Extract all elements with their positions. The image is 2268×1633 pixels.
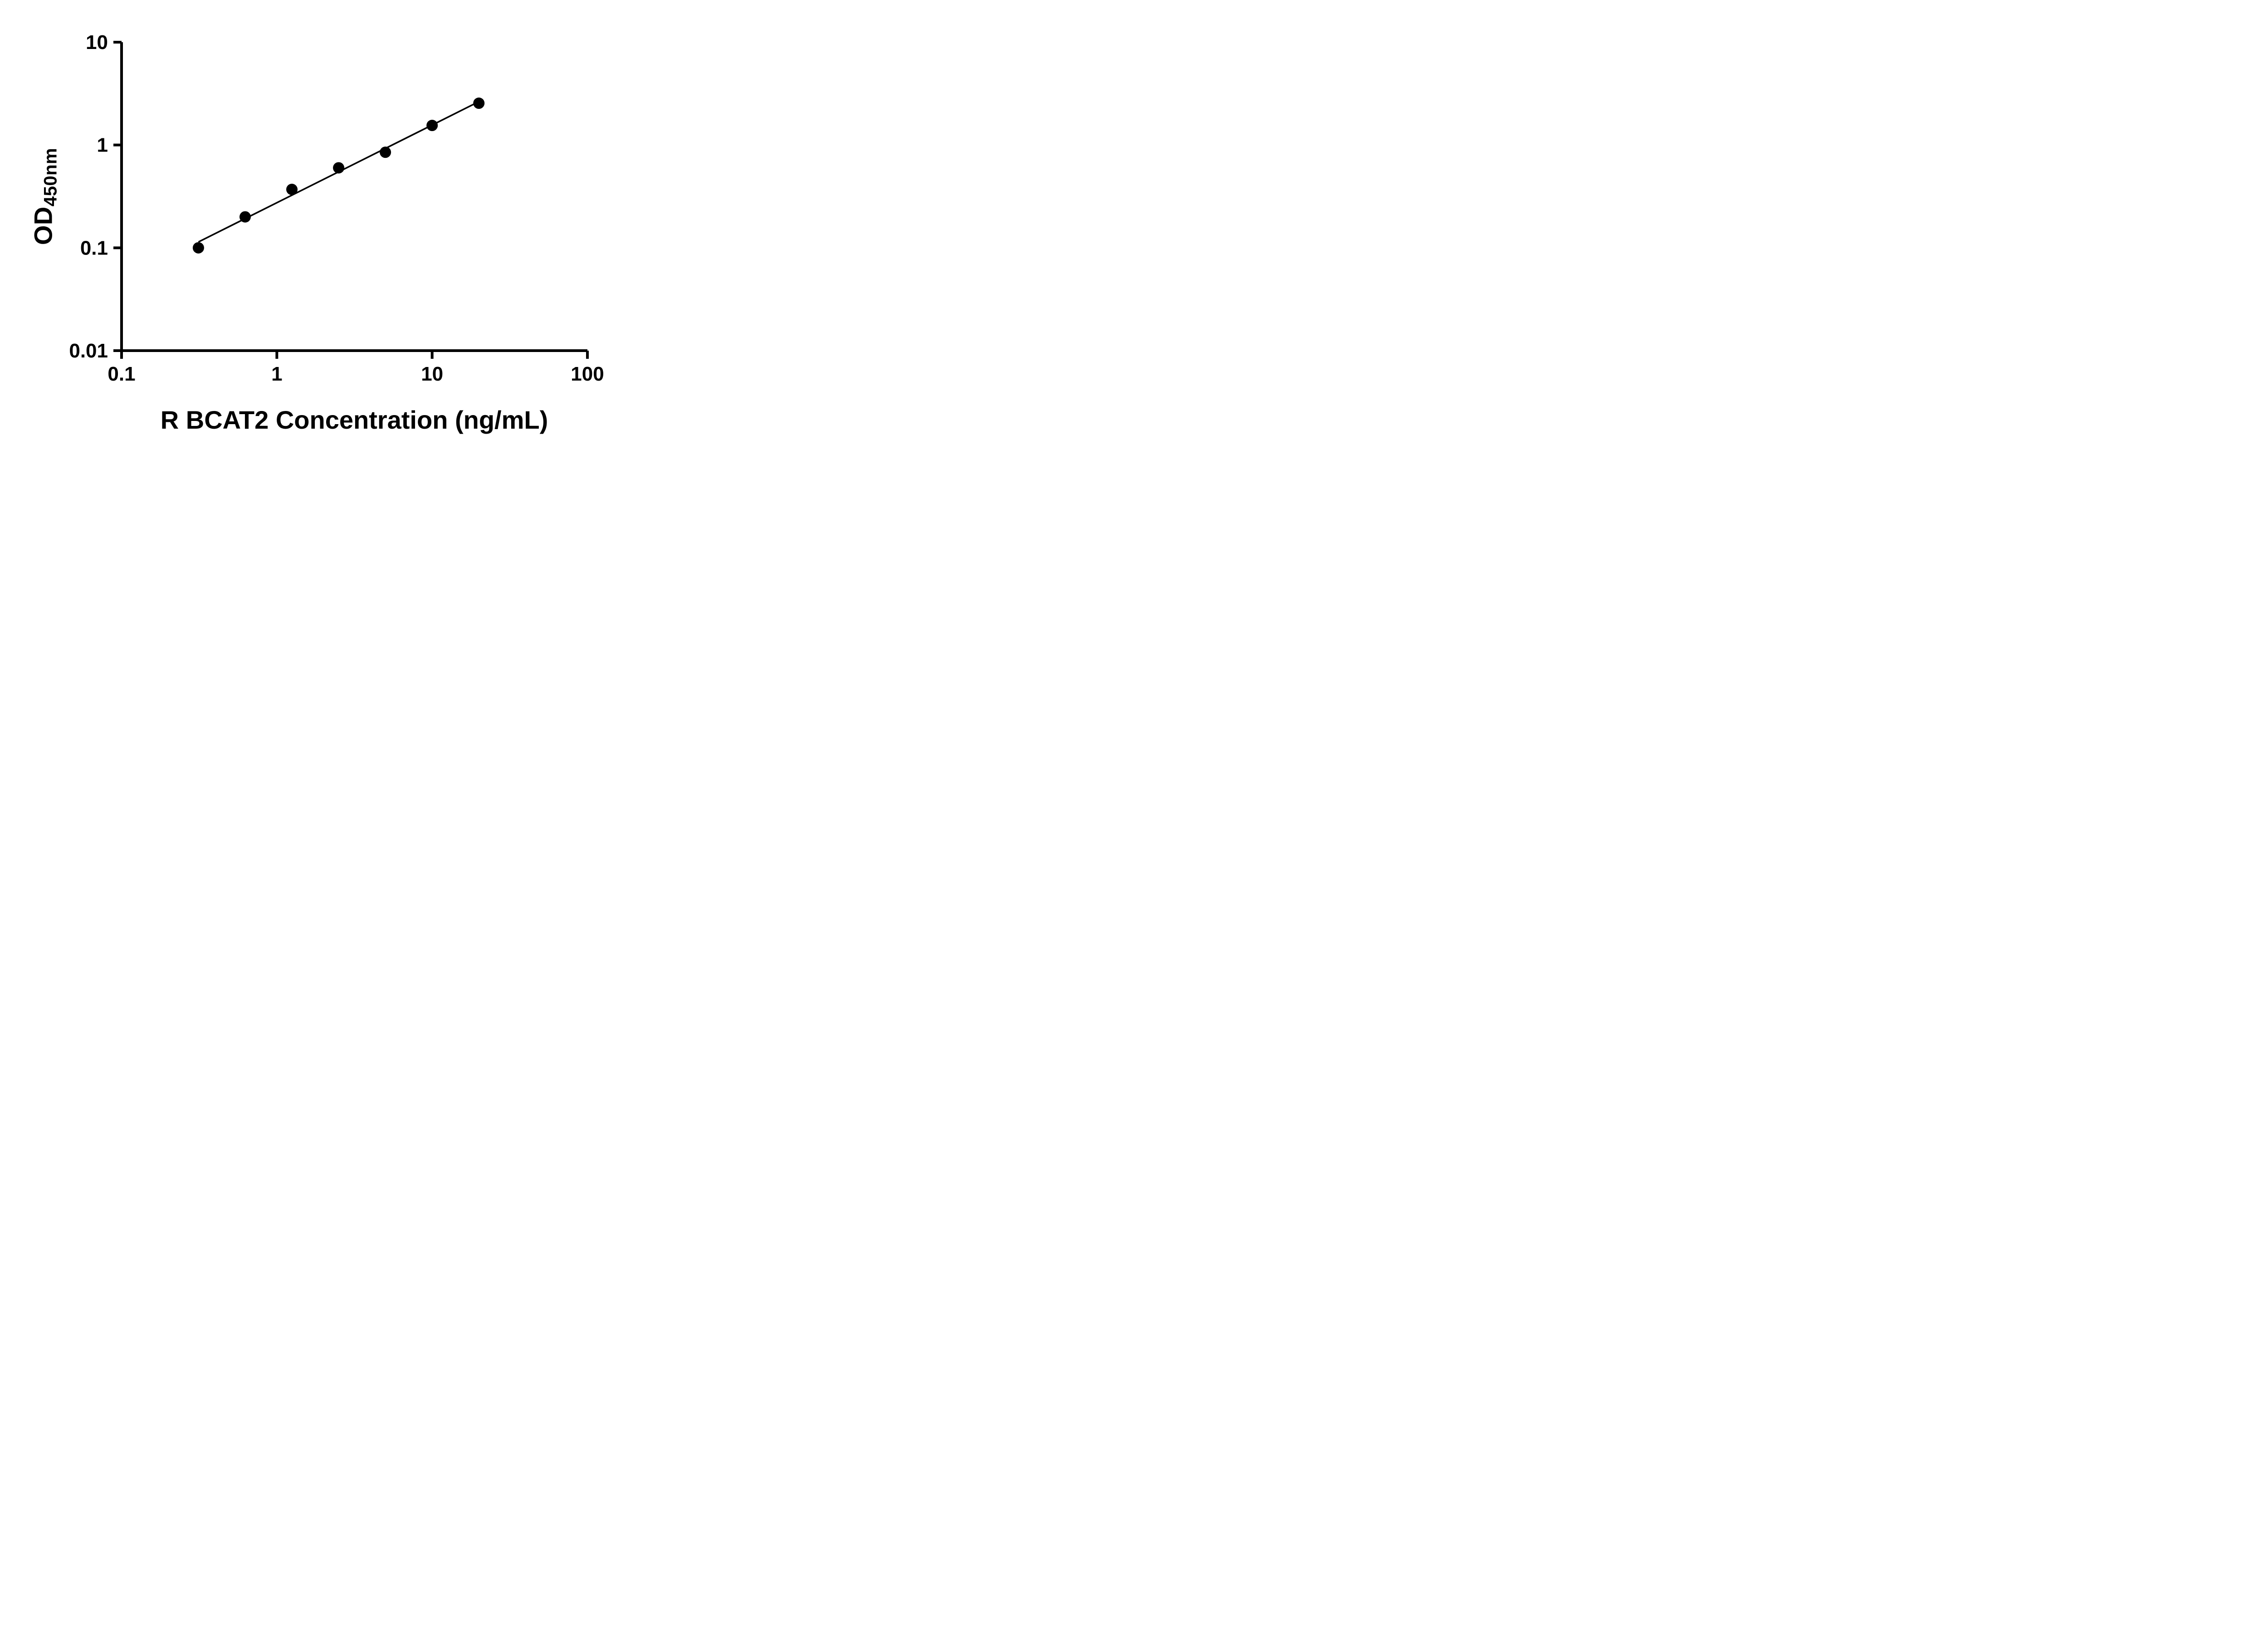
data-point	[473, 98, 485, 109]
data-point	[286, 184, 298, 196]
x-tick-label: 1	[271, 363, 282, 385]
y-tick-label: 10	[86, 31, 108, 54]
axis-spines	[120, 42, 587, 352]
data-point	[426, 120, 438, 132]
y-tick-label: 0.01	[69, 340, 108, 362]
x-tick-label: 0.1	[108, 363, 135, 385]
data-point	[239, 211, 251, 223]
y-tick-label: 1	[97, 134, 108, 156]
x-tick-label: 10	[421, 363, 443, 385]
y-tick-label: 0.1	[80, 237, 108, 259]
data-point	[380, 147, 391, 158]
elisa-standard-curve-chart: 0.1 1 10 100 0.01 0.1 1 10 OD450nm R BCAT2 Conc…	[0, 0, 646, 454]
y-axis-title-subscript: 450nm	[40, 147, 61, 207]
data-point	[333, 162, 345, 174]
x-tick-label: 100	[571, 363, 604, 385]
y-axis-title: OD450nm	[29, 147, 61, 245]
y-axis-title-main: OD	[29, 206, 58, 245]
x-axis-title: R BCAT2 Concentration (ng/mL)	[160, 406, 548, 434]
data-point	[192, 242, 204, 254]
